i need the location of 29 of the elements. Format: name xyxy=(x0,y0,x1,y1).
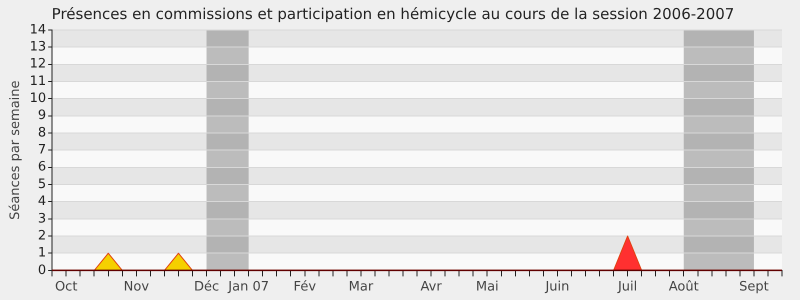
x-tick-label: Oct xyxy=(54,280,78,295)
x-tick-label: Sept xyxy=(739,280,769,295)
y-tick-label: 11 xyxy=(30,74,46,89)
x-tick-label: Nov xyxy=(124,280,150,295)
y-tick-label: 12 xyxy=(30,56,46,72)
y-tick-label: 13 xyxy=(30,40,46,55)
y-tick-label: 8 xyxy=(38,125,46,140)
y-tick-label: 7 xyxy=(38,142,46,158)
y-tick-label: 3 xyxy=(38,211,46,226)
chart-title: Présences en commissions et participation en hémicycle au cours de la session 2006-2007 xyxy=(52,4,734,23)
y-tick-label: 1 xyxy=(38,246,46,261)
y-axis-title: Séances par semaine xyxy=(8,80,24,220)
x-tick-label: Mai xyxy=(476,280,499,295)
x-tick-label: Juin xyxy=(544,280,570,295)
x-tick-label: Jan 07 xyxy=(227,280,269,295)
y-tick-label: 5 xyxy=(38,176,46,192)
x-tick-label: Juil xyxy=(616,280,638,295)
x-tick-label: Août xyxy=(668,280,699,295)
y-tick-label: 2 xyxy=(38,228,46,244)
y-tick-label: 14 xyxy=(30,22,46,38)
y-tick-label: 0 xyxy=(38,262,46,278)
x-tick-label: Mar xyxy=(348,280,374,295)
y-tick-label: 10 xyxy=(30,91,46,106)
y-tick-label: 9 xyxy=(38,108,46,124)
x-tick-label: Avr xyxy=(420,280,442,295)
x-tick-label: Déc xyxy=(194,280,220,295)
y-tick-label: 6 xyxy=(38,160,46,175)
y-tick-label: 4 xyxy=(38,194,46,210)
x-tick-label: Fév xyxy=(294,280,316,295)
